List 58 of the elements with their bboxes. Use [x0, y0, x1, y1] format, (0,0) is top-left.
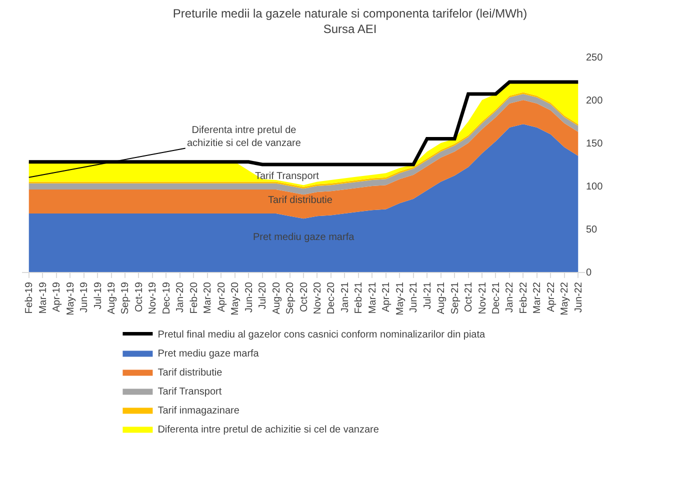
x-tick-label: Jul-19 [92, 282, 104, 310]
x-tick-label: Feb-19 [24, 282, 36, 314]
x-tick-label: Feb-22 [518, 282, 530, 314]
x-tick-label: Jan-20 [175, 282, 186, 313]
x-tick-label: Jul-20 [258, 282, 269, 310]
x-tick-label: May-21 [394, 282, 406, 316]
y-tick-label: 100 [586, 182, 604, 192]
x-tick-label: Apr-20 [216, 282, 228, 312]
x-tick-label: Oct-20 [298, 282, 310, 312]
x-tick-label: Nov-19 [148, 282, 159, 314]
x-tick-label: Jul-21 [422, 282, 434, 310]
legend-label: Pretul final mediu al gazelor cons casnici conform nominalizarilor din piata [158, 330, 486, 341]
x-tick-label: Mar-21 [367, 282, 378, 314]
legend-label: Pret mediu gaze marfa [158, 348, 260, 360]
x-tick-label: Jun-20 [244, 282, 255, 313]
legend-label: Diferenta intre pretul de achizitie si cel de vanzare [158, 424, 380, 436]
annotation: Diferenta intre pretul de achizitie si cel de vanzare [187, 125, 302, 149]
x-tick-label: Dec-20 [326, 282, 338, 314]
x-tick-label: Apr-19 [52, 282, 63, 312]
y-tick-label: 0 [586, 268, 592, 278]
x-tick-label: Jan-22 [504, 282, 516, 313]
annotation: Tarif distributie [268, 195, 333, 206]
chart-title: Preturile medii la gazele naturale si componenta tarifelor (lei/MWh) [172, 6, 528, 20]
x-tick-label: Apr-22 [546, 282, 557, 312]
x-tick-label: Mar-19 [38, 282, 49, 314]
x-tick-label: Jan-21 [340, 282, 351, 313]
x-tick-label: Feb-20 [188, 282, 200, 314]
y-tick-label: 250 [586, 52, 604, 64]
y-tick-label: 150 [586, 138, 604, 150]
x-tick-label: Feb-21 [354, 282, 365, 314]
x-tick-label: Nov-20 [312, 282, 324, 314]
x-tick-label: May-22 [560, 282, 571, 316]
x-tick-label: Oct-19 [134, 282, 145, 312]
x-tick-label: Aug-20 [271, 282, 282, 314]
x-tick-label: May-19 [65, 282, 76, 316]
x-tick-label: Oct-21 [464, 282, 475, 312]
y-tick-label: 50 [586, 224, 598, 236]
x-tick-label: Sep-19 [120, 282, 132, 314]
x-tick-label: Aug-19 [106, 282, 118, 314]
annotation: Pret mediu gaze marfa [253, 232, 355, 243]
x-tick-label: Nov-21 [477, 282, 488, 314]
x-tick-label: Jun-19 [79, 282, 90, 313]
x-tick-label: Aug-21 [436, 282, 448, 314]
y-tick-label: 200 [586, 96, 604, 106]
x-tick-label: Sep-20 [285, 282, 296, 314]
x-tick-label: Mar-22 [532, 282, 544, 314]
x-tick-label: Dec-19 [161, 282, 172, 314]
x-tick-label: Sep-21 [450, 282, 461, 314]
x-tick-label: May-20 [230, 282, 242, 316]
x-tick-label: Mar-20 [202, 282, 214, 314]
x-tick-label: Dec-21 [490, 282, 502, 314]
x-tick-label: Jun-21 [408, 282, 420, 313]
legend-label: Tarif Transport [158, 386, 222, 398]
x-tick-label: Apr-21 [381, 282, 392, 312]
chart-subtitle: Sursa AEI [323, 22, 377, 36]
legend-label: Tarif inmagazinare [158, 406, 240, 417]
x-tick-label: Jun-22 [573, 282, 584, 313]
legend-label: Tarif distributie [158, 368, 223, 379]
